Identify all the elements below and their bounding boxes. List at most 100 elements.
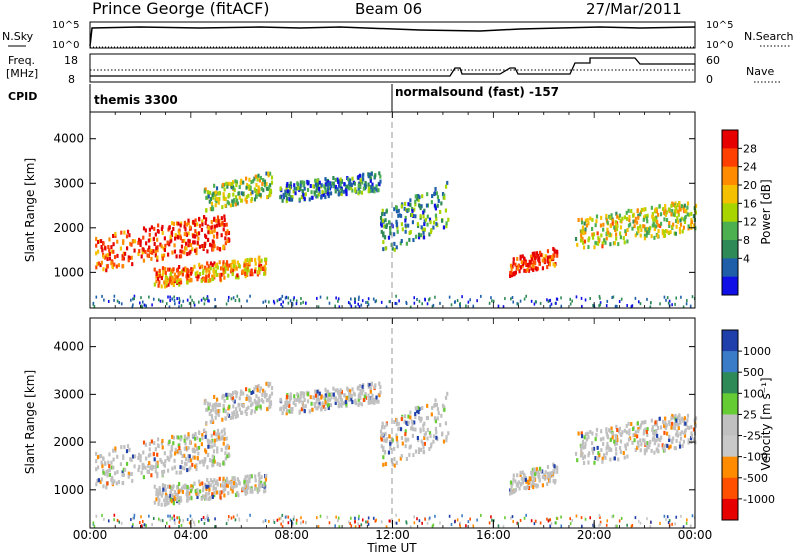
power-cell [154,232,157,237]
velocity-cell [122,467,125,472]
velocity-cell [324,387,327,392]
velocity-cell [97,478,100,483]
power-cell [432,225,435,230]
power-cell [201,222,204,227]
power-cell [384,246,387,251]
velocity-cell [178,520,181,524]
velocity-cell [622,450,625,455]
power-cell [282,195,286,200]
velocity-cell [313,404,317,409]
velocity-cell [98,454,102,459]
velocity-cell [393,463,396,468]
power-cell [300,195,303,200]
velocity-cell [122,472,125,477]
velocity-cell [442,439,446,444]
velocity-cell [680,416,683,421]
velocity-cell [227,392,230,397]
velocity-cell [347,388,350,393]
power-cell [260,258,263,263]
power-cell [224,203,227,208]
velocity-cell [246,474,249,479]
power-cell [143,303,146,307]
power-cell [250,196,253,201]
velocity-cell [679,432,682,437]
velocity-cell [169,518,171,522]
power-cell [326,187,329,192]
power-cell [613,225,616,230]
velocity-cell [420,439,423,444]
velocity-cell [668,434,671,439]
velocity-cell [521,470,524,475]
power-cell [615,236,618,241]
power-cell [312,184,315,189]
velocity-cell [610,426,613,431]
power-cell [179,234,182,239]
velocity-cell [244,479,247,484]
velocity-cell [195,467,198,472]
velocity-cell [224,487,227,492]
velocity-cell [213,442,216,447]
power-cell [383,224,386,229]
power-cell [125,246,129,251]
power-cell [410,206,414,211]
power-cell [388,300,391,304]
velocity-cell [178,481,181,486]
power-cell [357,191,360,196]
velocity-cell [259,404,262,409]
power-cell [257,270,260,275]
velocity-cell [171,466,174,471]
power-cell [600,215,603,220]
velocity-cell [245,407,248,412]
velocity-cell [142,463,145,468]
velocity-cell [140,515,142,519]
velocity-cell [408,445,411,450]
power-cell [227,237,230,242]
power-cell [228,192,231,197]
power-cell [512,257,515,262]
power-cell [229,203,233,208]
power-cell [685,302,688,306]
power-cell [176,279,179,284]
power-cell [679,207,682,212]
velocity-cell [257,384,260,389]
power-cell [182,299,185,303]
power-cell [580,220,584,225]
velocity-cell [434,426,438,431]
velocity-cell [230,480,233,485]
power-cell [404,215,407,220]
velocity-cell [688,425,691,430]
velocity-cell [538,472,541,477]
power-cell [548,299,551,303]
velocity-cell [125,461,129,466]
power-cell [225,222,228,227]
velocity-cell [191,518,193,522]
velocity-cell [645,448,648,453]
velocity-cell [231,395,234,400]
power-cell [212,191,215,196]
power-cell [157,298,160,302]
power-cell [96,262,99,267]
power-cell [675,219,678,224]
velocity-cell [520,476,523,481]
power-cell [423,219,426,224]
power-cell [245,185,248,190]
power-cell [177,229,180,234]
power-cell [393,207,396,212]
power-cell [636,220,639,225]
velocity-cell [412,453,415,458]
velocity-cell [231,489,234,494]
velocity-cell [132,454,135,459]
velocity-cell [354,398,357,403]
power-cell [400,239,403,244]
power-cell [219,277,222,282]
velocity-cell [228,404,231,409]
velocity-cell [530,470,533,475]
power-cell [193,222,197,227]
velocity-cell [257,487,260,492]
velocity-cell [613,439,616,444]
velocity-cell [434,398,437,403]
power-cell [112,249,115,254]
power-cell [414,199,417,204]
power-cell [125,234,129,239]
